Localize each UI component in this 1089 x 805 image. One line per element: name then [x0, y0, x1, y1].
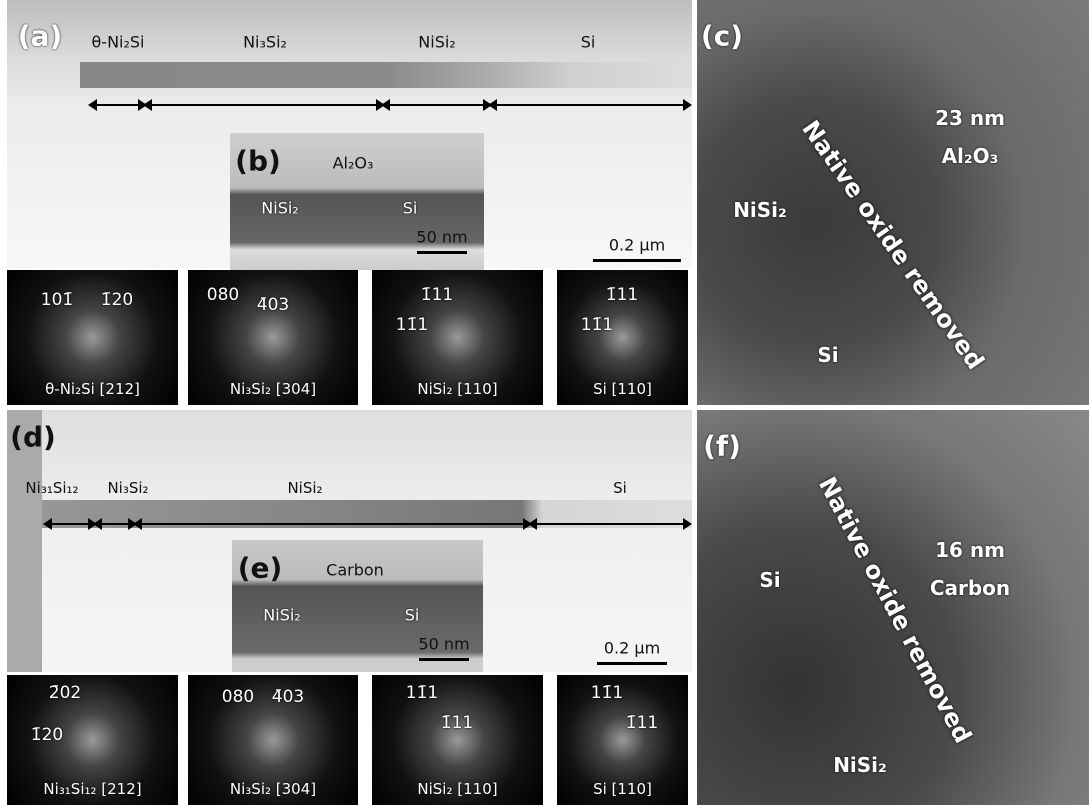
- inset-left: NiSi₂: [263, 606, 300, 625]
- fft-index: 1̄20: [31, 725, 63, 745]
- phase-label: θ-Ni₂Si: [92, 33, 145, 52]
- lower-phase: NiSi₂: [833, 753, 887, 777]
- scale-bar: [593, 259, 681, 262]
- phase-label: Si: [613, 479, 627, 497]
- fft-index: 1̄11: [606, 285, 638, 305]
- inset-right: Si: [403, 199, 418, 218]
- layer: Al₂O₃: [942, 144, 999, 168]
- fft-caption: NiSi₂ [110]: [417, 380, 497, 398]
- inset-top: Al₂O₃: [333, 154, 374, 173]
- arrow: [45, 523, 95, 525]
- arrow: [490, 104, 690, 106]
- fft-caption: θ-Ni₂Si [212]: [45, 380, 140, 398]
- arrow: [145, 104, 383, 106]
- fft-index: 2̄02: [49, 683, 81, 703]
- panel-label: (d): [10, 421, 56, 454]
- upper-phase: Si: [759, 568, 780, 592]
- scale-bar-label: 0.2 µm: [604, 639, 660, 658]
- fft-index: 11̄1: [591, 683, 623, 703]
- inset-top: Carbon: [326, 561, 384, 580]
- fft-index: 1̄11: [421, 285, 453, 305]
- fft-caption: Ni₃Si₂ [304]: [230, 780, 316, 798]
- fft-caption: Si [110]: [593, 780, 652, 798]
- inset-right: Si: [405, 606, 420, 625]
- fft-index: 1̄11: [626, 713, 658, 733]
- figure: (a) θ-Ni₂Si Ni₃Si₂ NiSi₂ Si 0.2 µm (b) Al₂O₃ NiS…: [0, 0, 1089, 805]
- fft-index: 11̄1: [581, 315, 613, 335]
- phase-label: Ni₃₁Si₁₂: [25, 479, 78, 497]
- arrow: [383, 104, 490, 106]
- phase-label: NiSi₂: [418, 33, 455, 52]
- phase-label: NiSi₂: [287, 479, 322, 497]
- fft-caption: NiSi₂ [110]: [417, 780, 497, 798]
- fft-index: 11̄1: [396, 315, 428, 335]
- arrow: [90, 104, 145, 106]
- inset-scale-label: 50 nm: [416, 228, 467, 247]
- panel-label: (c): [701, 20, 743, 53]
- wire-a: [80, 62, 692, 88]
- upper-phase: NiSi₂: [733, 198, 787, 222]
- layer: Carbon: [930, 576, 1010, 600]
- fft-caption: Ni₃Si₂ [304]: [230, 380, 316, 398]
- inset-left: NiSi₂: [261, 199, 298, 218]
- lower-phase: Si: [817, 343, 838, 367]
- inset-scale-bar: [419, 658, 469, 661]
- fft-index: 080: [222, 687, 254, 707]
- inset-scale-label: 50 nm: [418, 635, 469, 654]
- arrow: [95, 523, 135, 525]
- fft-index: 11̄1: [406, 683, 438, 703]
- thickness: 16 nm: [935, 538, 1005, 562]
- fft-index: 080: [207, 285, 239, 305]
- inset-scale-bar: [417, 251, 467, 254]
- inset-label: (e): [238, 552, 283, 585]
- thickness: 23 nm: [935, 106, 1005, 130]
- arrow: [135, 523, 530, 525]
- scale-bar-label: 0.2 µm: [609, 236, 665, 255]
- phase-label: Ni₃Si₂: [107, 479, 148, 497]
- fft-caption: Ni₃₁Si₁₂ [212]: [43, 780, 141, 798]
- arrow: [530, 523, 690, 525]
- scale-bar: [597, 662, 667, 665]
- fft-index: 1̄11: [441, 713, 473, 733]
- phase-label: Ni₃Si₂: [243, 33, 287, 52]
- fft-index: 1̄20: [101, 290, 133, 310]
- panel-label: (f): [703, 430, 741, 463]
- fft-index: 4̄03: [272, 687, 304, 707]
- fft-index: 4̄03: [257, 295, 289, 315]
- inset-label: (b): [235, 145, 281, 178]
- fft-caption: Si [110]: [593, 380, 652, 398]
- phase-label: Si: [581, 33, 596, 52]
- panel-label: (a): [18, 20, 63, 53]
- fft-index: 101̄: [41, 290, 73, 310]
